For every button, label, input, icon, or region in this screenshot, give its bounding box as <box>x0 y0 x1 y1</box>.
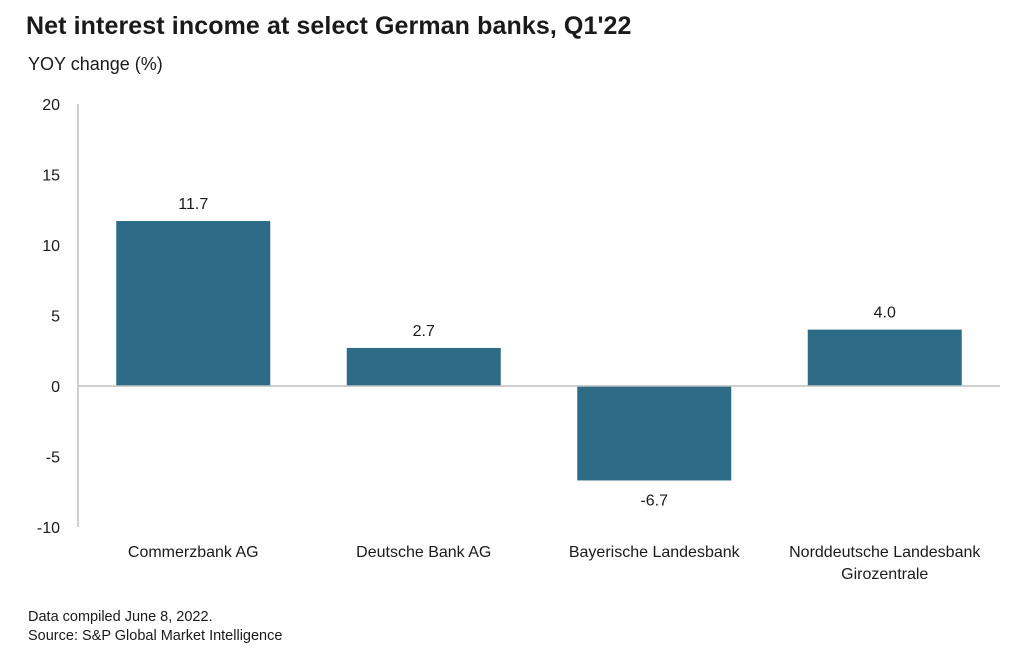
footnote: Data compiled June 8, 2022. Source: S&P … <box>28 608 282 646</box>
y-axis: 20 15 10 5 0 -5 -10 <box>37 97 60 537</box>
x-category-label: Girozentrale <box>841 566 928 583</box>
y-tick-label: 5 <box>51 309 60 326</box>
y-tick-label: 20 <box>42 97 60 114</box>
x-category-label: Norddeutsche Landesbank <box>789 544 981 561</box>
y-tick-label: 15 <box>42 168 60 185</box>
y-tick-label: 0 <box>51 379 60 396</box>
data-label: 11.7 <box>178 196 208 213</box>
bar <box>346 347 501 386</box>
footnote-date: Data compiled June 8, 2022. <box>28 609 213 625</box>
chart-subtitle: YOY change (%) <box>28 54 163 74</box>
x-category-label: Bayerische Landesbank <box>569 544 741 561</box>
bar <box>577 386 732 481</box>
y-tick-label: -10 <box>37 520 60 537</box>
y-tick-label: 10 <box>42 238 60 255</box>
data-label: 2.7 <box>413 323 435 340</box>
x-category-label: Commerzbank AG <box>128 544 259 561</box>
footnote-source: Source: S&P Global Market Intelligence <box>28 628 283 644</box>
chart-title: Net interest income at select German ban… <box>26 12 632 40</box>
data-label: -6.7 <box>640 492 668 509</box>
y-tick-label: -5 <box>46 450 60 467</box>
bars <box>116 221 962 481</box>
axis-lines <box>77 104 1000 527</box>
data-labels: 11.7 2.7 -6.7 4.0 <box>178 196 896 509</box>
bar <box>807 329 962 386</box>
data-label: 4.0 <box>874 305 896 322</box>
x-axis-categories: Commerzbank AG Deutsche Bank AG Bayerische… <box>128 544 981 583</box>
bar <box>116 221 271 386</box>
x-category-label: Deutsche Bank AG <box>356 544 491 561</box>
